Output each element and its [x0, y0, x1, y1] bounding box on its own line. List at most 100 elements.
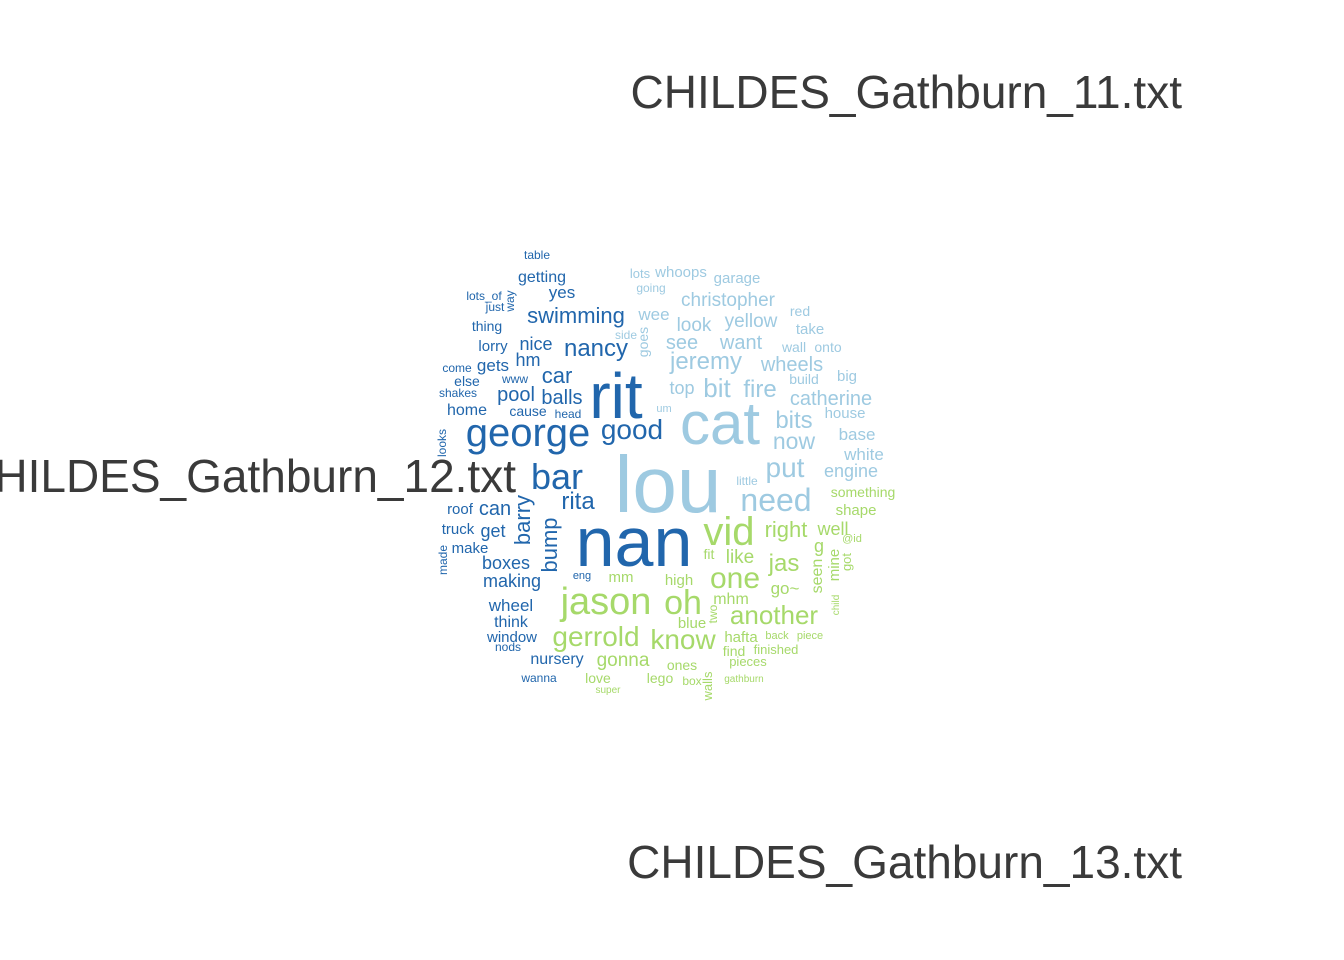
word-gonna: gonna — [597, 650, 650, 671]
word-find: find — [723, 643, 746, 659]
word-house: house — [825, 405, 866, 422]
word-base: base — [839, 425, 876, 444]
word-like: like — [726, 547, 755, 568]
word-bits: bits — [775, 407, 812, 434]
word-george: george — [466, 411, 591, 455]
word-lou: lou — [615, 440, 722, 529]
word-side: side — [615, 328, 637, 342]
word-pieces: pieces — [729, 654, 767, 669]
word-rita: rita — [561, 488, 595, 515]
word-made: made — [436, 545, 450, 575]
word-truck: truck — [442, 521, 475, 538]
word-getting: getting — [518, 269, 566, 286]
word-think: think — [494, 614, 529, 631]
word-pool: pool — [497, 384, 535, 406]
word-big: big — [837, 368, 857, 385]
word-take: take — [796, 321, 824, 338]
word-mhm: mhm — [713, 591, 749, 608]
word-nursery: nursery — [530, 651, 583, 668]
word-little: little — [736, 474, 758, 488]
word-eng: eng — [573, 570, 591, 582]
word-cause: cause — [509, 403, 547, 419]
word-fire: fire — [743, 376, 776, 403]
word-can: can — [479, 498, 511, 520]
word-swimming: swimming — [527, 303, 625, 328]
word-walls: walls — [700, 671, 715, 701]
word-now: now — [773, 428, 816, 454]
word-making: making — [483, 571, 541, 591]
word-go-: go~ — [771, 579, 800, 598]
word-nan: nan — [576, 503, 693, 581]
word-jas: jas — [768, 550, 800, 577]
word-head: head — [555, 407, 582, 421]
word-blue: blue — [678, 615, 706, 632]
word-shakes: shakes — [439, 386, 477, 400]
word-balls: balls — [541, 387, 582, 409]
word-look: look — [677, 315, 712, 336]
word-going: going — [636, 281, 665, 295]
word-yes: yes — [549, 283, 575, 302]
word-engine: engine — [824, 461, 878, 481]
word-lego: lego — [647, 670, 674, 686]
word-nancy: nancy — [564, 335, 628, 362]
word-love: love — [585, 670, 611, 686]
word-g: g — [814, 536, 824, 556]
word-hm: hm — [515, 350, 540, 370]
word-shape: shape — [836, 502, 877, 519]
word-two: two — [706, 604, 720, 623]
word-gathburn: gathburn — [724, 674, 763, 685]
document-labels: CHILDES_Gathburn_11.txt CHILDES_Gathburn… — [0, 66, 1182, 888]
word-home: home — [447, 402, 487, 419]
word-wanna: wanna — [520, 671, 557, 685]
word-wheel: wheel — [488, 596, 533, 615]
word-build: build — [789, 371, 819, 387]
word-way: way — [503, 290, 517, 312]
word-fit: fit — [704, 546, 715, 562]
word-well: well — [816, 519, 848, 539]
word-car: car — [542, 363, 573, 388]
word-seen: seen — [809, 559, 826, 594]
word-wall: wall — [781, 339, 806, 355]
doc-label-gathburn-13: CHILDES_Gathburn_13.txt — [627, 836, 1182, 888]
word-cat: cat — [680, 390, 760, 457]
word-onto: onto — [814, 339, 841, 355]
word-see: see — [666, 332, 698, 354]
word-garage: garage — [714, 270, 761, 287]
word-need: need — [740, 482, 811, 518]
word-another: another — [730, 600, 819, 630]
word-one: one — [710, 562, 760, 595]
word-lots-of: lots_of — [466, 289, 502, 303]
word-goes: goes — [635, 327, 651, 357]
word-catherine: catherine — [790, 388, 872, 410]
word-um: um — [656, 403, 671, 415]
word-gerrold: gerrold — [552, 621, 639, 652]
word-bit: bit — [703, 373, 731, 403]
word-yellow: yellow — [725, 311, 778, 332]
word-jeremy: jeremy — [669, 348, 742, 375]
word-mm: mm — [609, 569, 634, 586]
word-white: white — [843, 445, 884, 464]
word-finished: finished — [754, 642, 799, 657]
word-looks: looks — [435, 429, 449, 457]
word-christopher: christopher — [681, 290, 776, 311]
word-boxes: boxes — [482, 553, 530, 573]
word-nice: nice — [519, 334, 552, 354]
word-table: table — [524, 248, 550, 262]
word-www: www — [501, 372, 528, 386]
word-know: know — [650, 624, 716, 655]
word-oh: oh — [664, 584, 702, 622]
word-get: get — [480, 521, 505, 541]
word-lorry: lorry — [478, 338, 508, 355]
word-box: box — [682, 674, 701, 688]
word-rit: rit — [589, 360, 643, 432]
word-wee: wee — [637, 305, 669, 324]
word-piece: piece — [797, 630, 823, 642]
word-vid: vid — [703, 510, 754, 554]
word-ones: ones — [667, 657, 697, 673]
word-back: back — [765, 630, 789, 642]
word-whoops: whoops — [654, 264, 707, 281]
word-nods: nods — [495, 640, 521, 654]
word-barry: barry — [510, 495, 535, 545]
